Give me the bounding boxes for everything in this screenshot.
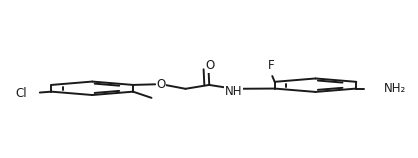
Text: NH₂: NH₂ [384, 82, 406, 95]
Text: NH: NH [225, 85, 242, 98]
Text: Cl: Cl [15, 87, 27, 100]
Text: F: F [268, 59, 275, 72]
Text: O: O [156, 78, 166, 91]
Text: O: O [205, 59, 215, 72]
